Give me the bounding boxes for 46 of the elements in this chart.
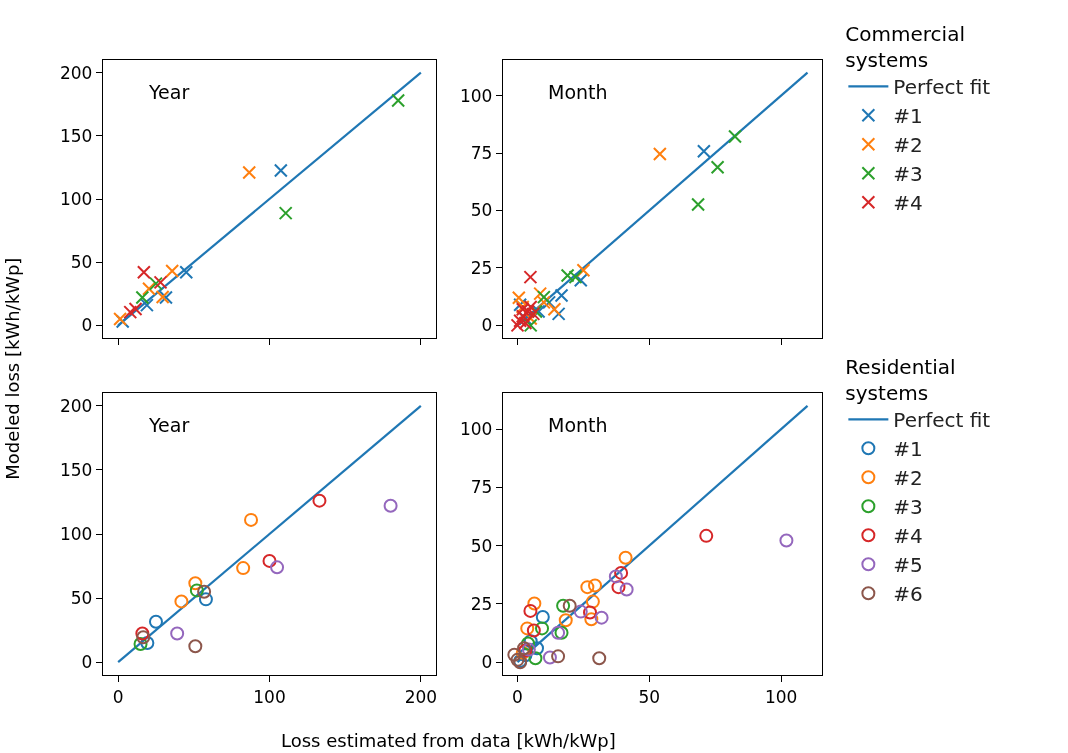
y-tick-label: 100 [460, 85, 493, 106]
y-tick-label: 50 [470, 200, 493, 221]
y-tick-label: 100 [60, 188, 93, 209]
y-tick-label: 25 [470, 257, 493, 278]
legend-label: Perfect fit [893, 75, 991, 100]
legend-label: #3 [893, 162, 923, 187]
x-tick-label: 0 [512, 686, 523, 707]
legend-title: Residential systems [845, 354, 956, 405]
y-tick-label: 200 [60, 62, 93, 83]
text: Month [548, 81, 608, 103]
x-tick-label: 0 [112, 686, 124, 707]
legend-label: #1 [893, 437, 923, 462]
legend-label: #4 [893, 524, 923, 549]
text: Year [148, 414, 190, 436]
legend-label: #1 [893, 104, 923, 129]
legend-title: Commercial systems [845, 21, 965, 72]
x-axis-title: Loss estimated from data [kWh/kWp] [281, 730, 616, 751]
text: Year [148, 81, 190, 103]
x-tick-label: 100 [764, 686, 798, 707]
legend-label: #6 [893, 582, 923, 607]
y-tick-label: 0 [81, 652, 93, 673]
y-tick-label: 0 [481, 315, 493, 336]
x-tick-label: 200 [404, 686, 438, 707]
y-tick-label: 25 [470, 593, 493, 614]
y-tick-label: 100 [60, 523, 93, 544]
y-tick-label: 50 [470, 535, 493, 556]
legend-label: #5 [893, 553, 923, 578]
y-tick-label: 150 [60, 125, 93, 146]
legend-label: #2 [893, 466, 923, 491]
x-tick-label: 100 [253, 686, 286, 707]
y-tick-label: 0 [81, 315, 93, 336]
y-tick-label: 50 [70, 588, 93, 609]
y-tick-label: 75 [470, 143, 493, 163]
y-tick-label: 100 [460, 419, 493, 440]
x-tick-label: 50 [638, 686, 661, 707]
y-tick-label: 0 [481, 652, 493, 673]
text: Month [548, 414, 608, 436]
legend-label: #2 [893, 133, 923, 158]
y-tick-label: 75 [470, 477, 493, 498]
y-tick-label: 50 [70, 252, 93, 273]
y-axis-title: Modeled loss [kWh/kWp] [1, 257, 23, 480]
legend-label: #3 [893, 495, 923, 520]
legend-label: Perfect fit [893, 408, 991, 433]
y-tick-label: 200 [60, 395, 93, 416]
legend-label: #4 [893, 191, 923, 216]
y-tick-label: 150 [60, 459, 93, 480]
